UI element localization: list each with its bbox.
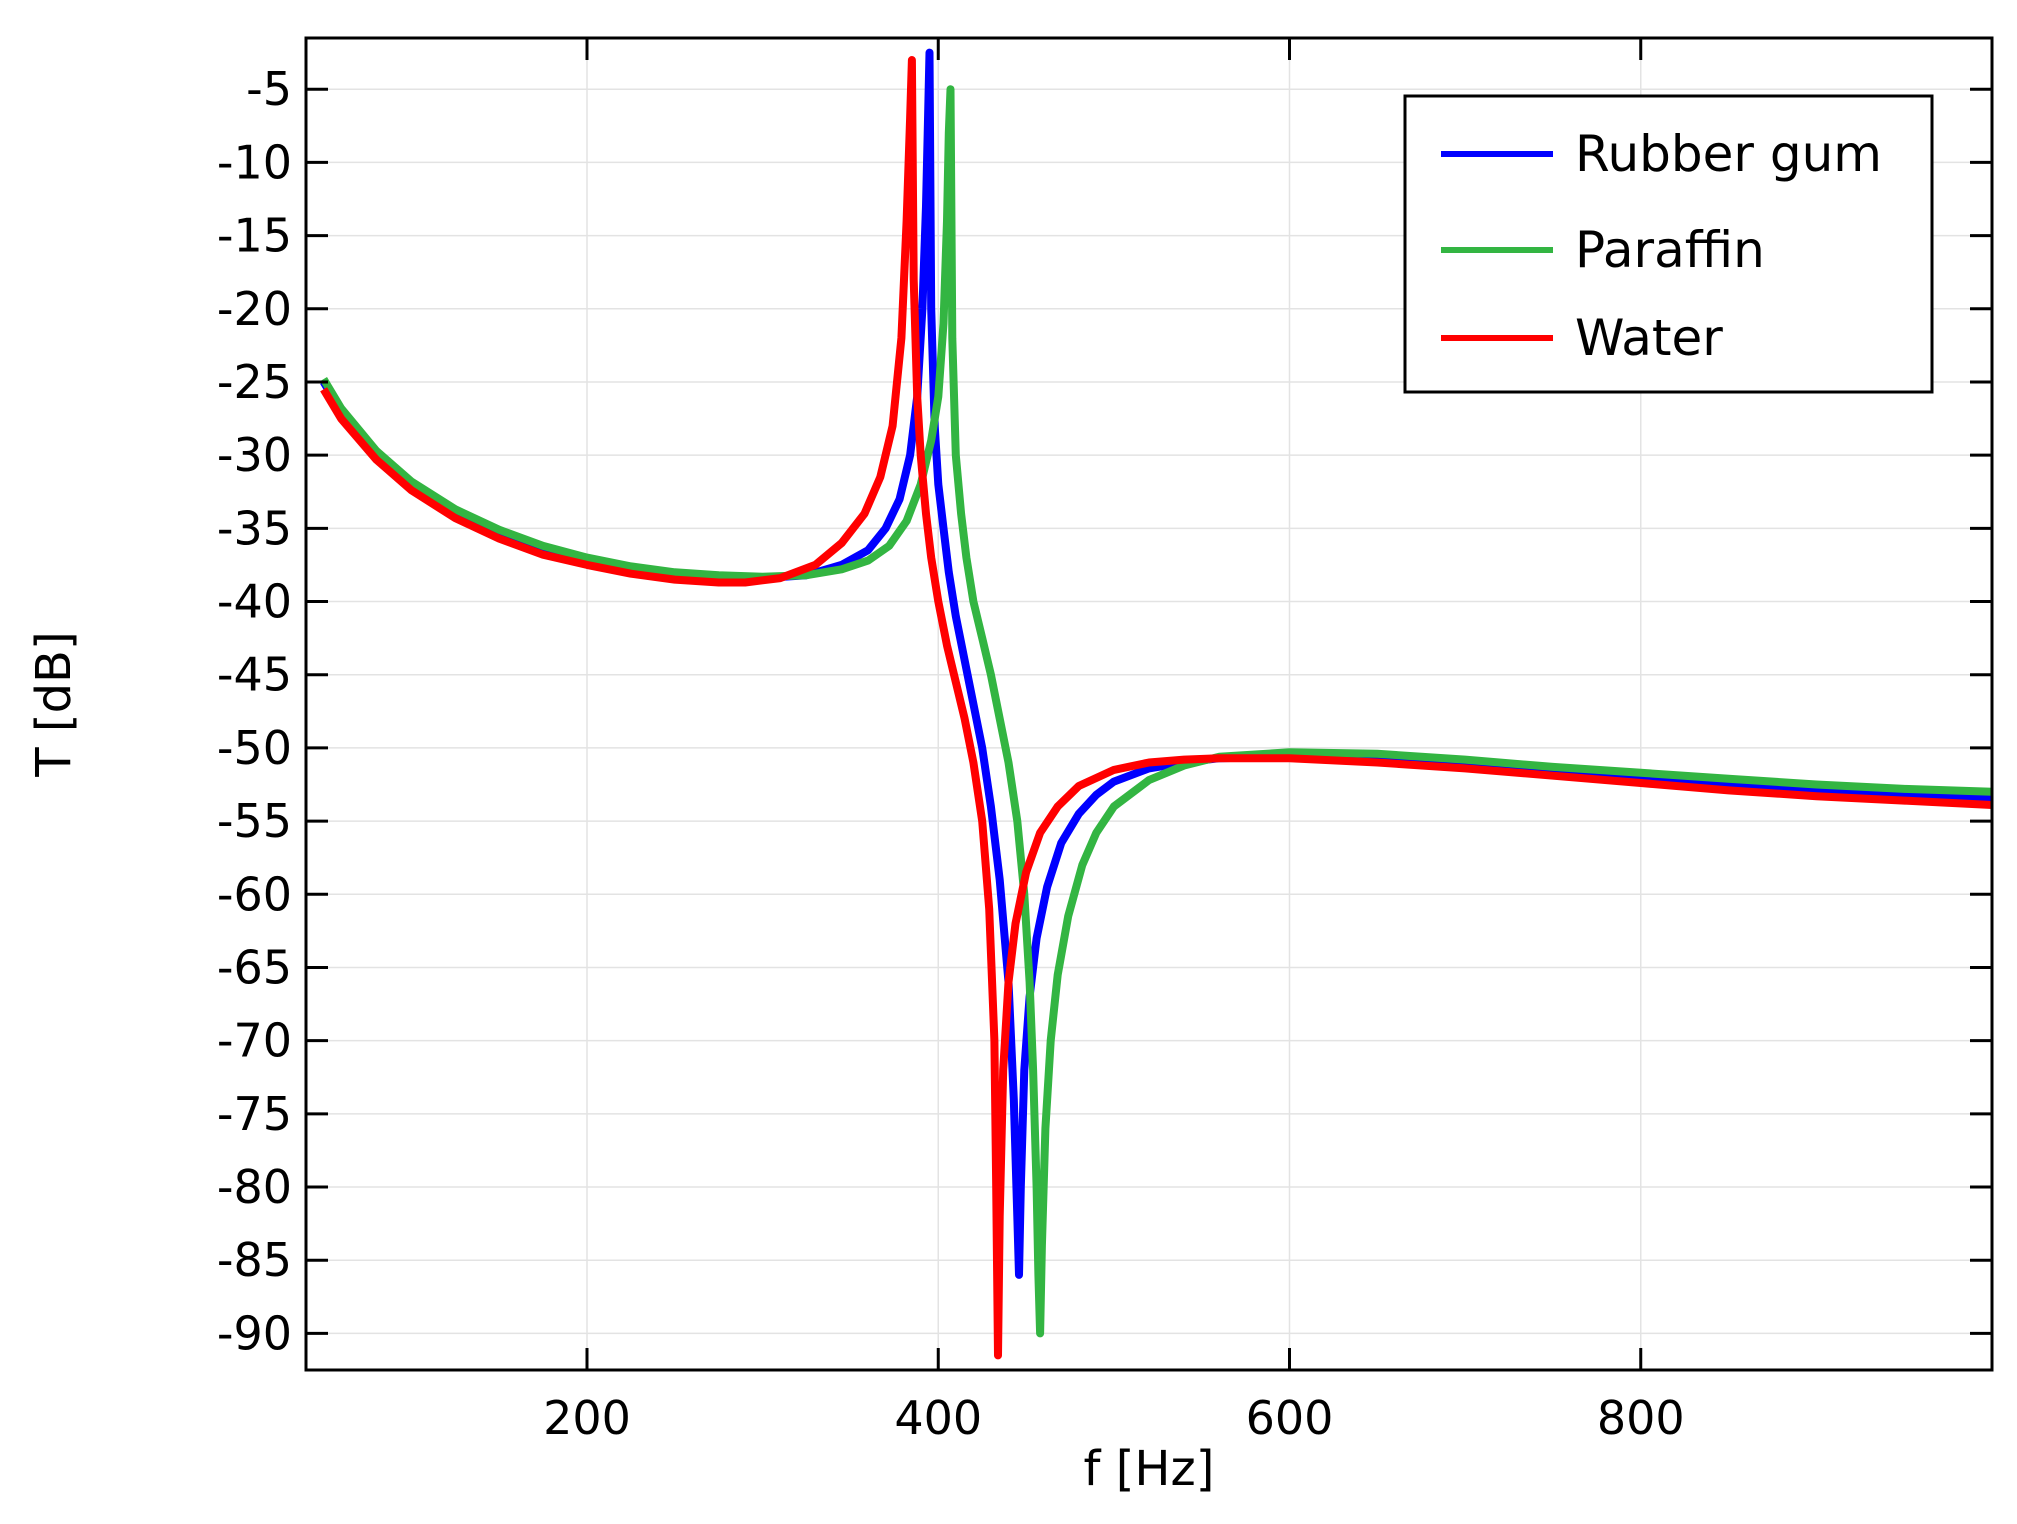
y-tick-label: -50 bbox=[217, 721, 292, 775]
y-tick-label: -90 bbox=[217, 1306, 292, 1360]
legend-label: Paraffin bbox=[1575, 221, 1765, 279]
legend-items: Rubber gum Paraffin Water bbox=[1441, 125, 1882, 367]
series-layer bbox=[320, 48, 1993, 1360]
y-tick-label: -10 bbox=[217, 135, 292, 189]
x-axis: 200 400 600 800 bbox=[304, 38, 1994, 1445]
series-line-paraffin bbox=[320, 85, 1993, 1338]
y-tick-label: -75 bbox=[217, 1087, 292, 1141]
x-tick-label: 400 bbox=[894, 1391, 982, 1445]
legend-item-paraffin: Paraffin bbox=[1441, 221, 1765, 279]
y-tick-label: -55 bbox=[217, 794, 292, 848]
legend-box bbox=[1403, 94, 1934, 394]
y-tick-label: -20 bbox=[217, 282, 292, 336]
y-tick-label: -25 bbox=[217, 355, 292, 409]
y-tick-label: -85 bbox=[217, 1233, 292, 1287]
legend-label: Water bbox=[1575, 309, 1723, 367]
grid bbox=[306, 38, 1992, 1370]
y-tick-label: -60 bbox=[217, 867, 292, 921]
series-line-water bbox=[320, 56, 1993, 1360]
y-tick-label: -40 bbox=[217, 575, 292, 629]
legend-item-rubber-gum: Rubber gum bbox=[1441, 125, 1882, 183]
y-tick-label: -5 bbox=[246, 62, 292, 116]
y-tick-label: -45 bbox=[217, 648, 292, 702]
y-axis-label: T [dB] bbox=[26, 631, 82, 777]
x-axis-label: f [Hz] bbox=[1084, 1441, 1215, 1497]
y-tick-label: -15 bbox=[217, 209, 292, 263]
y-tick-label: -70 bbox=[217, 1014, 292, 1068]
legend-item-water: Water bbox=[1441, 309, 1723, 367]
x-tick-label: 800 bbox=[1597, 1391, 1685, 1445]
plot-border bbox=[304, 36, 1994, 1372]
y-tick-label: -65 bbox=[217, 940, 292, 994]
y-tick-label: -35 bbox=[217, 501, 292, 555]
y-axis: -5 -10 -15 -20 -25 -30 -35 -40 -45 -50 -55 -60 -65 -7… bbox=[217, 62, 1992, 1360]
y-tick-label: -30 bbox=[217, 428, 292, 482]
x-tick-label: 600 bbox=[1246, 1391, 1334, 1445]
plot-frame bbox=[304, 36, 1994, 1372]
legend: Rubber gum Paraffin Water bbox=[1403, 94, 1934, 394]
x-tick-label: 200 bbox=[543, 1391, 631, 1445]
y-tick-label: -80 bbox=[217, 1160, 292, 1214]
legend-label: Rubber gum bbox=[1575, 125, 1882, 183]
